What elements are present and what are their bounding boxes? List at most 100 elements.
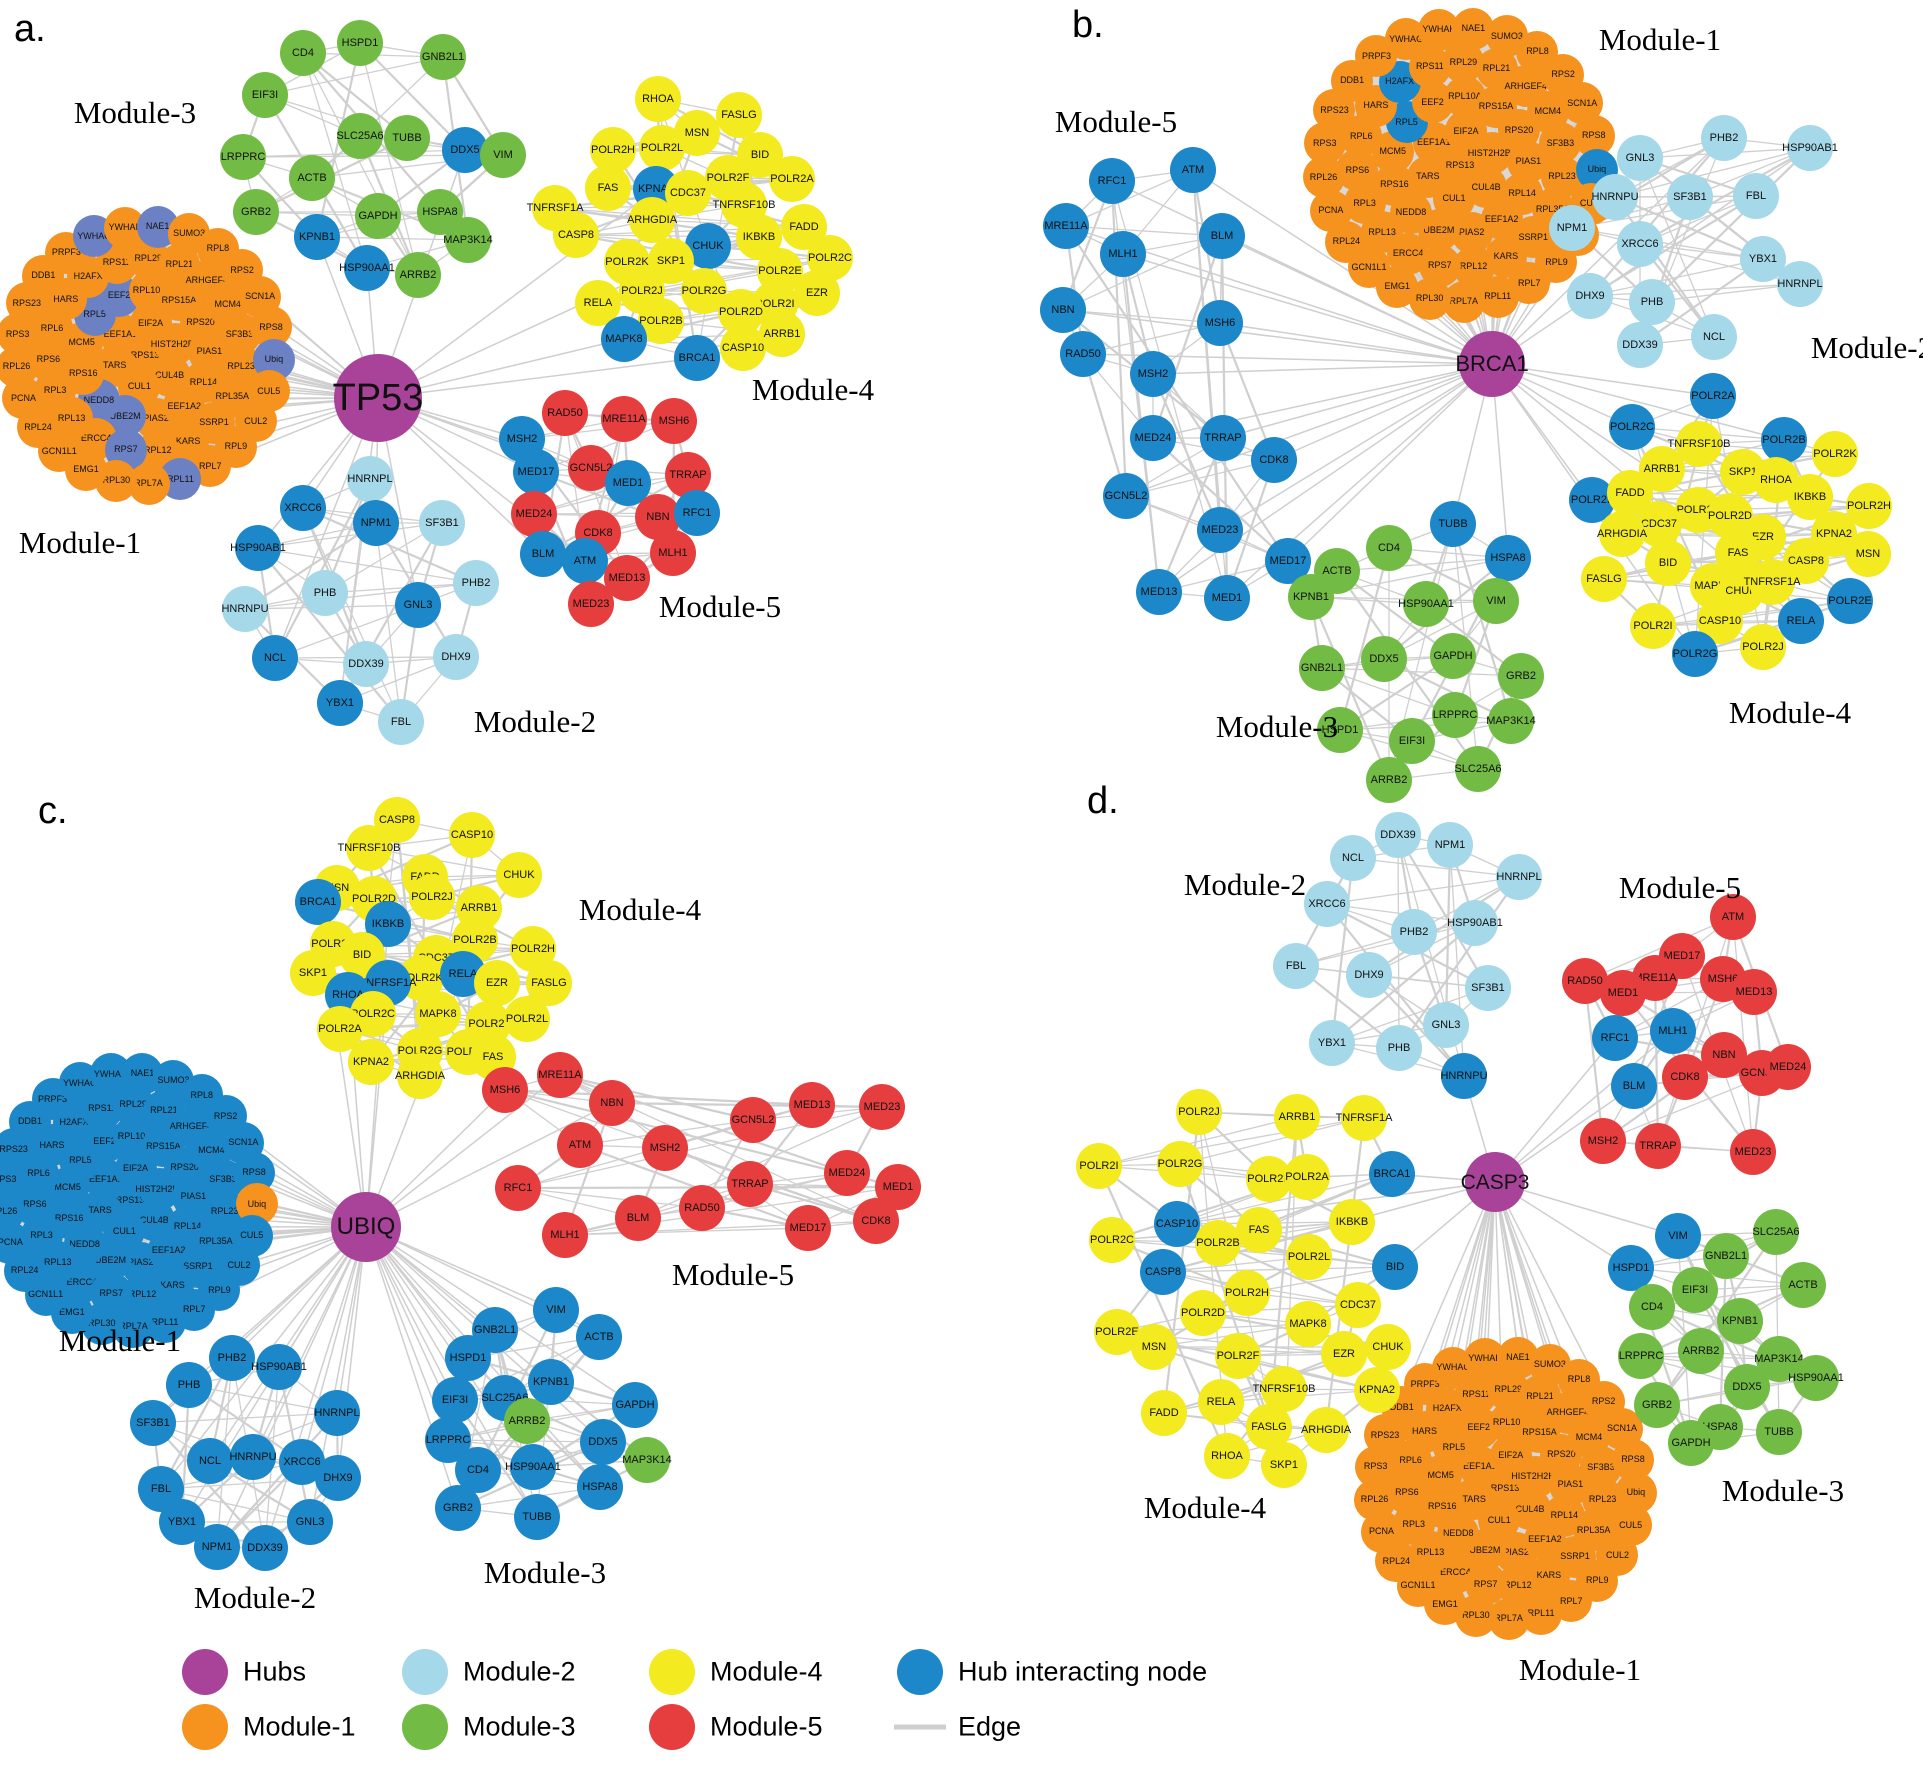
- node-hspd1[interactable]: HSPD1: [1608, 1245, 1654, 1291]
- node-polr2i[interactable]: POLR2I: [1076, 1143, 1122, 1189]
- node-phb[interactable]: PHB: [166, 1362, 212, 1408]
- node-hsp90aa1[interactable]: HSP90AA1: [339, 245, 395, 291]
- node-ddx5[interactable]: DDX5: [1361, 636, 1407, 682]
- node-grb2[interactable]: GRB2: [233, 189, 279, 235]
- node-tubb[interactable]: TUBB: [1430, 501, 1476, 547]
- node-kpnb1[interactable]: KPNB1: [528, 1359, 574, 1405]
- node-med13[interactable]: MED13: [789, 1082, 835, 1128]
- node-map3k14[interactable]: MAP3K14: [1486, 698, 1536, 744]
- node-polr2a[interactable]: POLR2A: [1284, 1154, 1330, 1200]
- node-arhgdia[interactable]: ARHGDIA: [1597, 511, 1647, 557]
- node-ddx39[interactable]: DDX39: [242, 1525, 288, 1571]
- node-eif3i[interactable]: EIF3I: [432, 1377, 478, 1423]
- node-grb2[interactable]: GRB2: [435, 1485, 481, 1531]
- node-hnrnpu[interactable]: HNRNPU: [1440, 1053, 1488, 1099]
- node-chuk[interactable]: CHUK: [496, 852, 542, 898]
- node-brca1[interactable]: BRCA1: [674, 335, 720, 381]
- node-bid[interactable]: BID: [1372, 1244, 1418, 1290]
- node-dhx9[interactable]: DHX9: [433, 634, 479, 680]
- node-polr2j[interactable]: POLR2J: [409, 874, 455, 920]
- node-cd4[interactable]: CD4: [1366, 525, 1412, 571]
- node-faslg[interactable]: FASLG: [716, 92, 762, 138]
- node-casp10[interactable]: CASP10: [720, 325, 766, 371]
- node-med17[interactable]: MED17: [513, 449, 559, 495]
- node-cdk8[interactable]: CDK8: [1662, 1054, 1708, 1100]
- node-hsp90ab1[interactable]: HSP90AB1: [1447, 900, 1503, 946]
- node-arhgdia[interactable]: ARHGDIA: [627, 197, 677, 243]
- node-tnfrsf1a[interactable]: TNFRSF1A: [1336, 1095, 1392, 1141]
- node-npm1[interactable]: NPM1: [1549, 205, 1595, 251]
- node-kpnb1[interactable]: KPNB1: [1717, 1298, 1763, 1344]
- node-xrcc6[interactable]: XRCC6: [280, 485, 326, 531]
- node-eif3i[interactable]: EIF3I: [1672, 1267, 1718, 1313]
- node-med1[interactable]: MED1: [1204, 575, 1250, 621]
- node-hspd1[interactable]: HSPD1: [445, 1335, 491, 1381]
- node-rpl24[interactable]: RPL24: [1375, 1540, 1418, 1583]
- node-dhx9[interactable]: DHX9: [315, 1455, 361, 1501]
- node-hnrnpl[interactable]: HNRNPL: [314, 1390, 360, 1436]
- node-msh2[interactable]: MSH2: [642, 1125, 688, 1171]
- node-tnfrsf10b[interactable]: TNFRSF10B: [338, 825, 400, 871]
- node-fbl[interactable]: FBL: [1273, 943, 1319, 989]
- node-ezr[interactable]: EZR: [1321, 1331, 1367, 1377]
- node-polr2c[interactable]: POLR2C: [1089, 1217, 1135, 1263]
- node-polr2b[interactable]: POLR2B: [1761, 417, 1807, 463]
- node-polr2j[interactable]: POLR2J: [1176, 1089, 1222, 1135]
- node-cdc37[interactable]: CDC37: [1335, 1282, 1381, 1328]
- node-cdk8[interactable]: CDK8: [1251, 437, 1297, 483]
- node-ddx5[interactable]: DDX5: [1724, 1364, 1770, 1410]
- node-actb[interactable]: ACTB: [1780, 1262, 1826, 1308]
- node-vim[interactable]: VIM: [480, 132, 526, 178]
- node-polr2i[interactable]: POLR2I: [1630, 603, 1676, 649]
- node-lrpprc[interactable]: LRPPRC: [220, 134, 266, 180]
- node-atm[interactable]: ATM: [1710, 894, 1756, 940]
- node-arrb2[interactable]: ARRB2: [1678, 1328, 1724, 1374]
- node-cd4[interactable]: CD4: [280, 30, 326, 76]
- hub-brca1[interactable]: BRCA1: [1455, 331, 1529, 397]
- node-ncl[interactable]: NCL: [252, 635, 298, 681]
- node-med24[interactable]: MED24: [824, 1150, 870, 1196]
- node-kpnb1[interactable]: KPNB1: [294, 214, 340, 260]
- node-gcn5l2[interactable]: GCN5L2: [1103, 473, 1149, 519]
- node-hspd1[interactable]: HSPD1: [1317, 707, 1363, 753]
- node-hsp90aa1[interactable]: HSP90AA1: [1398, 581, 1454, 627]
- node-chuk[interactable]: CHUK: [1365, 1324, 1411, 1370]
- node-blm[interactable]: BLM: [615, 1195, 661, 1241]
- node-grb2[interactable]: GRB2: [1634, 1382, 1680, 1428]
- node-mre11a[interactable]: MRE11A: [537, 1052, 583, 1098]
- node-emg1[interactable]: EMG1: [50, 1291, 93, 1334]
- node-gapdh[interactable]: GAPDH: [355, 193, 401, 239]
- node-gnl3[interactable]: GNL3: [287, 1499, 333, 1545]
- node-bid[interactable]: BID: [1645, 540, 1691, 586]
- node-gnl3[interactable]: GNL3: [1617, 135, 1663, 181]
- node-arrb1[interactable]: ARRB1: [1274, 1094, 1320, 1140]
- node-msn[interactable]: MSN: [1131, 1324, 1177, 1370]
- node-hnrnpu[interactable]: HNRNPU: [229, 1434, 277, 1480]
- node-arrb1[interactable]: ARRB1: [1639, 446, 1685, 492]
- node-med13[interactable]: MED13: [1136, 569, 1182, 615]
- node-casp10[interactable]: CASP10: [1154, 1201, 1200, 1247]
- node-msh6[interactable]: MSH6: [651, 398, 697, 444]
- node-tnfrsf10b[interactable]: TNFRSF10B: [1668, 421, 1730, 467]
- node-polr2g[interactable]: POLR2G: [1672, 631, 1718, 677]
- node-mre11a[interactable]: MRE11A: [1043, 203, 1089, 249]
- node-casp10[interactable]: CASP10: [449, 812, 495, 858]
- node-hspa8[interactable]: HSPA8: [1485, 535, 1531, 581]
- node-gnb2l1[interactable]: GNB2L1: [420, 34, 466, 80]
- node-polr2f[interactable]: POLR2F: [1215, 1333, 1261, 1379]
- node-polr2a[interactable]: POLR2A: [769, 156, 815, 202]
- node-polr2h[interactable]: POLR2H: [1224, 1270, 1270, 1316]
- node-phb2[interactable]: PHB2: [1701, 115, 1747, 161]
- node-npm1[interactable]: NPM1: [353, 500, 399, 546]
- node-vim[interactable]: VIM: [1655, 1213, 1701, 1259]
- node-cd4[interactable]: CD4: [1629, 1284, 1675, 1330]
- node-rhoa[interactable]: RHOA: [635, 76, 681, 122]
- node-sf3b1[interactable]: SF3B1: [419, 500, 465, 546]
- node-nbn[interactable]: NBN: [589, 1080, 635, 1126]
- node-slc25a6[interactable]: SLC25A6: [336, 113, 384, 159]
- node-hnrnpl[interactable]: HNRNPL: [1496, 854, 1542, 900]
- node-phb[interactable]: PHB: [302, 570, 348, 616]
- node-med23[interactable]: MED23: [1197, 507, 1243, 553]
- node-mlh1[interactable]: MLH1: [1100, 231, 1146, 277]
- node-tubb[interactable]: TUBB: [384, 115, 430, 161]
